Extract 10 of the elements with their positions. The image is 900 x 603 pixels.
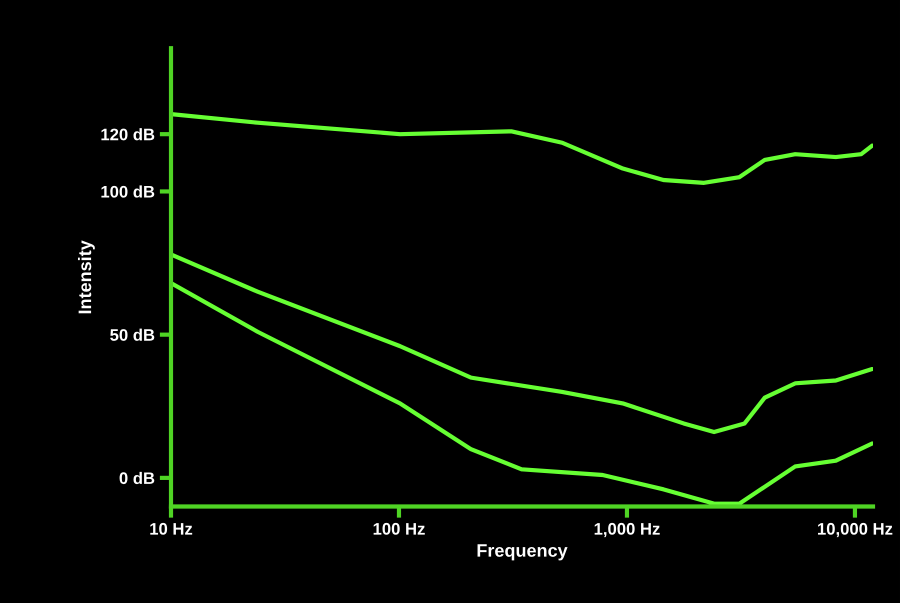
y-tick-label: 120 dB	[101, 128, 154, 140]
x-tick-label: 1,000 Hz	[594, 522, 660, 538]
x-tick-label: 100 Hz	[374, 522, 425, 535]
y-axis-title: Intensity	[78, 240, 95, 314]
y-tick-label: 50 dB	[110, 328, 154, 341]
x-tick-label: 10,000 Hz	[818, 522, 892, 538]
x-axis-title: Frequency	[478, 544, 568, 560]
y-tick-label: 0 dB	[120, 472, 154, 484]
x-tick-label: 10 Hz	[150, 522, 192, 535]
y-tick-label: 100 dB	[101, 185, 154, 198]
